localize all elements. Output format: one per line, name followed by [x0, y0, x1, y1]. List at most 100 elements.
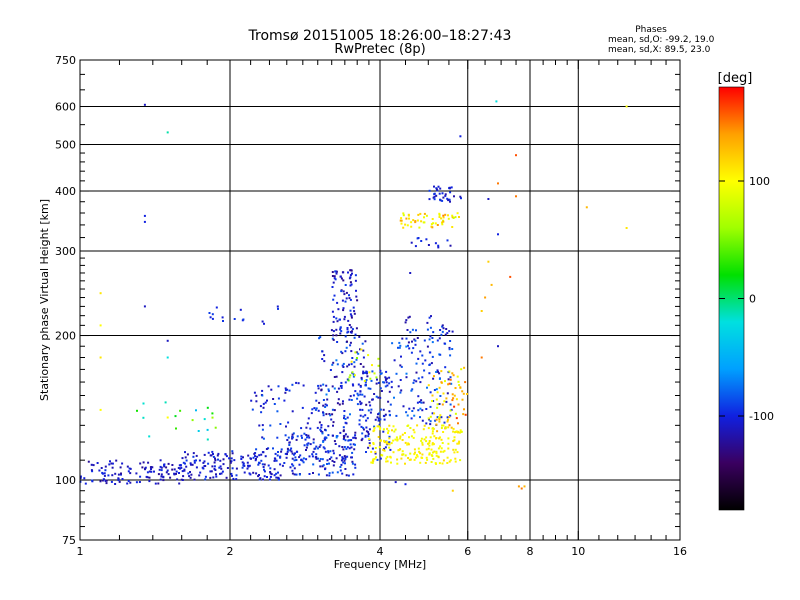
- data-point: [367, 387, 370, 390]
- data-point: [484, 296, 487, 299]
- data-point: [273, 403, 276, 405]
- data-point: [293, 453, 295, 456]
- data-point: [221, 316, 224, 319]
- data-point: [211, 416, 214, 419]
- data-point: [352, 443, 355, 446]
- data-point: [314, 391, 317, 394]
- data-point: [349, 413, 351, 416]
- data-point: [265, 448, 268, 450]
- data-point: [417, 377, 420, 380]
- data-point: [321, 358, 324, 360]
- data-point: [294, 452, 296, 455]
- data-point: [457, 442, 460, 445]
- data-point: [356, 397, 359, 400]
- data-point: [442, 459, 445, 462]
- data-point: [354, 431, 357, 434]
- data-point: [421, 376, 424, 379]
- data-point: [428, 372, 431, 375]
- data-point: [397, 346, 399, 349]
- data-point: [353, 312, 356, 315]
- data-point: [335, 272, 338, 275]
- chart-subtitle: RwPretec (8p): [334, 42, 425, 57]
- data-point: [449, 459, 452, 462]
- data-point: [340, 459, 343, 462]
- data-point: [346, 365, 349, 368]
- data-point: [421, 362, 424, 365]
- data-point: [84, 482, 87, 485]
- data-point: [349, 395, 352, 398]
- data-point: [324, 403, 327, 406]
- data-point: [286, 450, 289, 453]
- data-point: [448, 330, 451, 333]
- data-point: [195, 466, 198, 469]
- data-point: [241, 461, 244, 464]
- data-point: [463, 366, 466, 369]
- data-point: [338, 318, 341, 321]
- data-point: [293, 459, 296, 462]
- data-point: [285, 425, 287, 428]
- data-point: [309, 443, 312, 446]
- data-point: [402, 212, 405, 215]
- data-point: [230, 472, 233, 475]
- data-point: [417, 395, 420, 398]
- data-point: [337, 308, 340, 311]
- data-point: [430, 448, 433, 451]
- data-point: [398, 341, 401, 344]
- data-point: [193, 459, 196, 462]
- data-point: [300, 427, 303, 430]
- data-point: [312, 438, 315, 441]
- data-point: [435, 398, 438, 401]
- data-point: [208, 312, 211, 314]
- data-point: [453, 439, 456, 442]
- data-point: [291, 452, 294, 455]
- data-point: [452, 397, 455, 400]
- data-point: [242, 462, 245, 465]
- data-point: [429, 405, 432, 408]
- colorbar-ticks: 100 0 -100: [719, 175, 774, 423]
- data-point: [351, 371, 354, 374]
- data-point: [190, 473, 193, 476]
- data-point: [346, 435, 349, 438]
- data-point: [261, 436, 264, 439]
- data-point: [442, 327, 445, 330]
- data-point: [431, 337, 434, 339]
- data-point: [440, 427, 443, 429]
- data-point: [219, 459, 222, 462]
- data-point: [191, 419, 194, 422]
- data-point: [217, 458, 219, 461]
- data-point: [432, 331, 435, 334]
- data-point: [378, 423, 381, 426]
- data-point: [261, 424, 264, 427]
- data-point: [189, 471, 191, 473]
- data-point: [183, 468, 186, 471]
- data-point: [335, 375, 338, 378]
- data-point: [320, 430, 323, 433]
- data-point: [393, 359, 396, 362]
- data-point: [186, 453, 189, 456]
- data-point: [361, 408, 364, 411]
- data-point: [165, 466, 168, 469]
- data-point: [426, 386, 428, 389]
- data-point: [349, 374, 352, 377]
- data-point: [276, 436, 279, 439]
- data-point: [285, 456, 288, 459]
- data-point: [329, 369, 332, 371]
- data-point: [350, 360, 353, 363]
- data-point: [446, 239, 449, 242]
- data-point: [439, 445, 442, 448]
- data-point: [438, 416, 441, 419]
- data-point: [385, 442, 388, 445]
- data-point: [214, 469, 217, 471]
- data-point: [424, 461, 427, 464]
- data-point: [354, 463, 357, 466]
- data-point: [451, 214, 454, 217]
- data-point: [157, 473, 160, 476]
- data-point: [352, 373, 355, 376]
- data-point: [379, 428, 381, 431]
- data-point: [314, 447, 317, 450]
- data-point: [291, 472, 294, 475]
- data-point: [399, 391, 402, 394]
- data-point: [96, 462, 99, 464]
- data-point: [407, 316, 410, 319]
- data-point: [288, 441, 291, 444]
